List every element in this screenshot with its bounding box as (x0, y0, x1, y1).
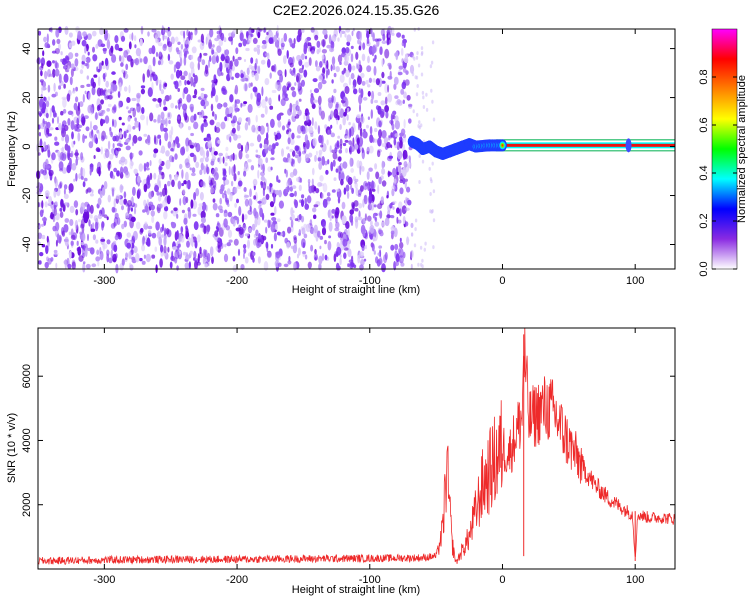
y-tick-label: 2000 (21, 492, 33, 516)
spectrogram-plot-area (36, 24, 675, 274)
colorbar: 0.0 0.2 0.4 0.6 0.8 Normalized spectral ampl… (698, 28, 748, 277)
colorbar-ticks: 0.0 0.2 0.4 0.6 0.8 (698, 69, 737, 277)
snr-series-line (38, 328, 675, 565)
snr-frame (37, 327, 676, 570)
x-tick-label: 0 (499, 574, 505, 586)
colorbar-tick-label: 0.8 (698, 69, 710, 84)
snr-y-axis-label: SNR (10 * v/v) (6, 413, 18, 483)
colorbar-label: Normalized spectral amplitude (736, 75, 748, 223)
colorbar-gradient (711, 28, 738, 270)
y-tick-label: 6000 (21, 364, 33, 388)
x-tick-label: -100 (359, 275, 381, 287)
snr-x-axis-label: Height of straight line (km) (292, 584, 420, 596)
x-tick-label: -200 (226, 574, 248, 586)
y-tick-label: 4000 (21, 428, 33, 452)
x-tick-label: -200 (226, 275, 248, 287)
signal-blob (625, 138, 632, 153)
signal-track (407, 135, 675, 160)
x-tick-label: -300 (93, 574, 115, 586)
x-tick-label: 100 (626, 574, 644, 586)
colorbar-tick-label: 0.0 (698, 261, 710, 276)
x-tick-label: 100 (626, 275, 644, 287)
y-tick-label: 40 (21, 42, 33, 54)
colorbar-tick-label: 0.4 (698, 165, 710, 180)
signal-blob (501, 144, 504, 147)
spectrogram-x-axis: -300 -200 -100 0 100 (93, 29, 644, 287)
snr-panel: -300 -200 -100 0 100 2000 4000 6000 Height of … (6, 327, 676, 596)
y-tick-label: -20 (21, 188, 33, 204)
snr-plot-area (38, 328, 675, 565)
noise-region (36, 24, 436, 274)
signal-band-core (495, 143, 675, 147)
spectrogram-y-axis-label: Frequency (Hz) (6, 111, 18, 187)
figure-title: C2E2.2026.024.15.35.G26 (273, 2, 440, 18)
y-tick-label: 0 (21, 143, 33, 149)
spectrogram-y-axis: -40 -20 0 20 40 (21, 42, 675, 252)
snr-x-axis: -300 -200 -100 0 100 (93, 328, 644, 586)
colorbar-tick-label: 0.2 (698, 213, 710, 228)
spectrogram-frame (37, 28, 676, 270)
x-tick-label: -100 (359, 574, 381, 586)
y-tick-label: -40 (21, 237, 33, 253)
x-tick-label: -300 (93, 275, 115, 287)
spectrogram-x-axis-label: Height of straight line (km) (292, 284, 420, 296)
snr-y-axis: 2000 4000 6000 (21, 364, 675, 517)
x-tick-label: 0 (499, 275, 505, 287)
colorbar-tick-label: 0.6 (698, 117, 710, 132)
y-tick-label: 20 (21, 91, 33, 103)
